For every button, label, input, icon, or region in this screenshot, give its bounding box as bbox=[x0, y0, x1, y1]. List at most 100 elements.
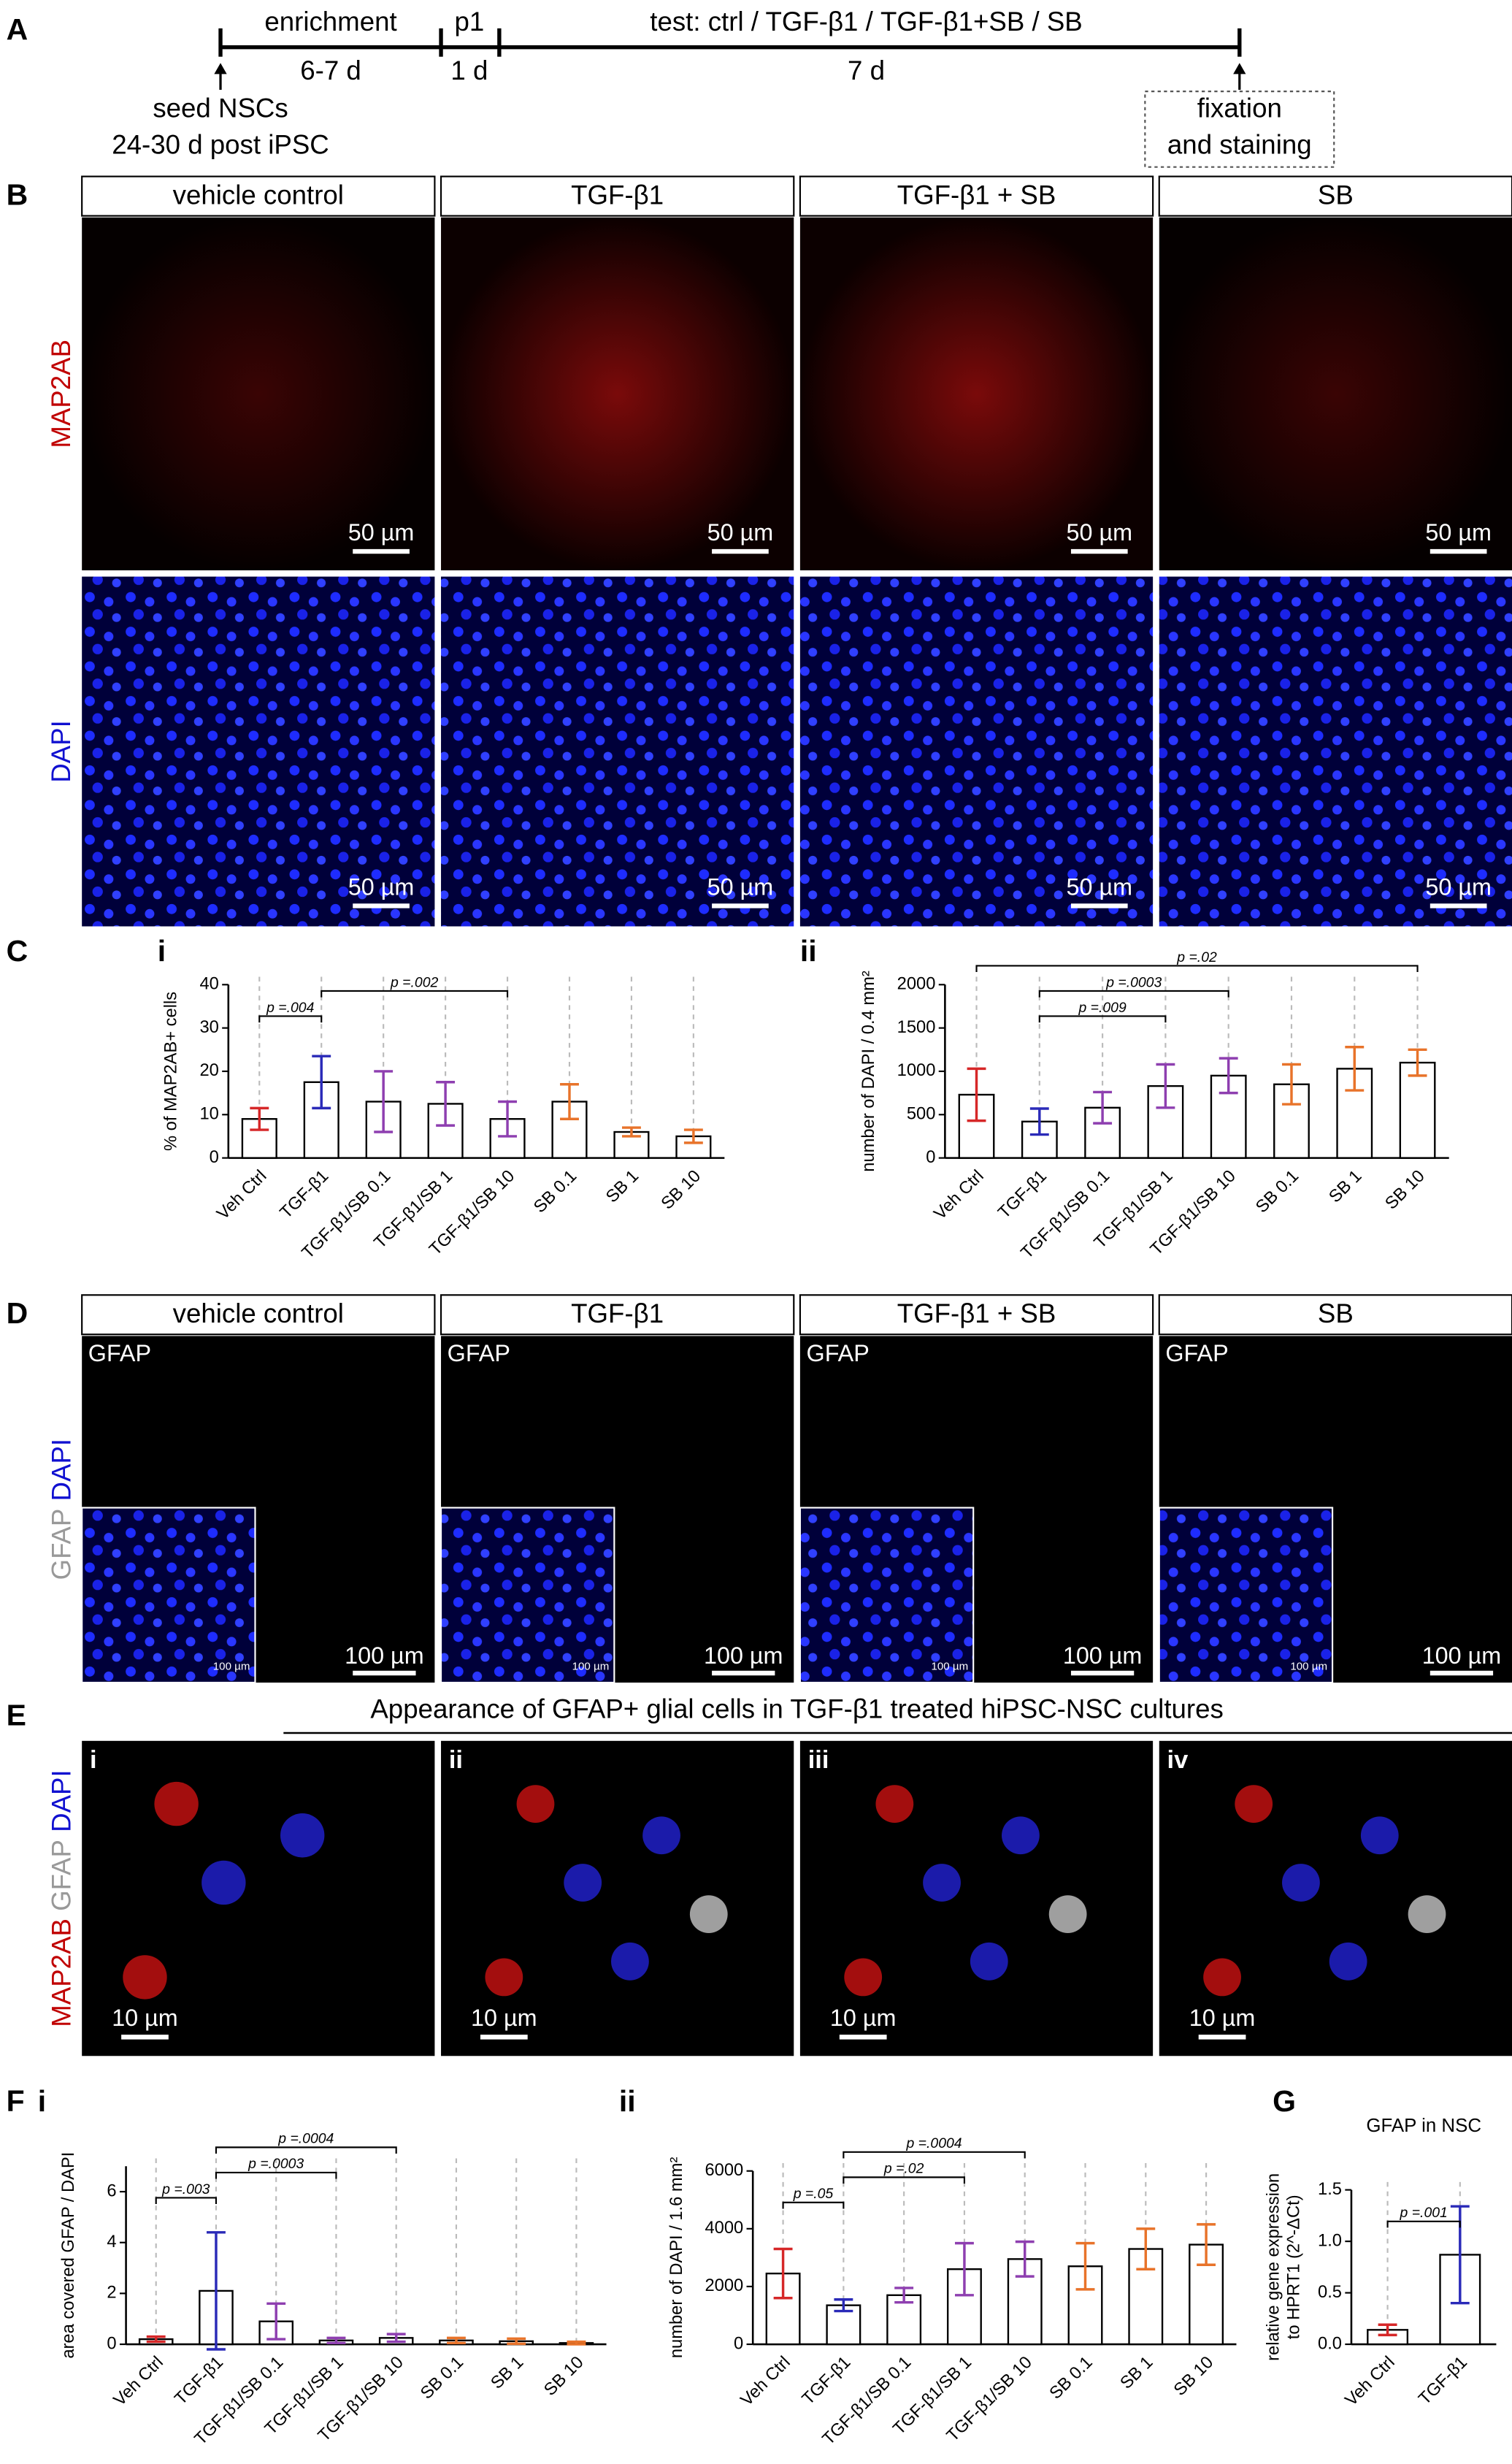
panel-index: iv bbox=[1167, 1746, 1189, 1774]
stage: enrichment bbox=[264, 7, 396, 37]
scale-label: 10 µm bbox=[1189, 2005, 1256, 2031]
micrographs: vehicle control 50 µm 50 µm TGF-β1 50 µm 50 µ… bbox=[81, 175, 1512, 2056]
scale-label: 50 µm bbox=[348, 873, 415, 900]
cell bbox=[1002, 1816, 1040, 1855]
header-box bbox=[440, 1294, 795, 1336]
dapi-image bbox=[1159, 576, 1512, 927]
sub-letter: ii bbox=[619, 2084, 636, 2118]
p-value: p =.02 bbox=[883, 2161, 924, 2177]
stage: test: ctrl / TGF-β1 / TGF-β1+SB / SB bbox=[650, 7, 1082, 37]
error-bar bbox=[1093, 1090, 1113, 1125]
header-box bbox=[799, 175, 1154, 217]
error-bar bbox=[326, 2336, 346, 2345]
x-tick-label: SB 10 bbox=[540, 2353, 587, 2400]
column-header: TGF-β1 bbox=[571, 1298, 664, 1328]
y-tick-label: 10 bbox=[199, 1105, 218, 1124]
error-bar bbox=[683, 1128, 703, 1144]
sub-letter: ii bbox=[800, 934, 817, 968]
significance-bracket bbox=[321, 990, 509, 998]
dapi-image bbox=[441, 576, 794, 927]
y-tick-label: 1.5 bbox=[1318, 2180, 1342, 2199]
p-value: p =.0004 bbox=[277, 2131, 334, 2147]
cell bbox=[280, 1813, 325, 1858]
dapi-image bbox=[82, 576, 435, 927]
y-tick-label: 500 bbox=[907, 1105, 936, 1124]
panel-letter: E bbox=[7, 1698, 26, 1732]
column-header: vehicle control bbox=[173, 1298, 344, 1328]
significance-bracket bbox=[843, 2176, 966, 2184]
scale-label: 10 µm bbox=[830, 2005, 897, 2031]
x-tick-label: SB 10 bbox=[1382, 1166, 1429, 1213]
error-bar bbox=[894, 2287, 914, 2304]
map2ab-image bbox=[799, 217, 1154, 570]
error-bar bbox=[567, 2340, 586, 2346]
error-bar bbox=[207, 2231, 226, 2351]
significance-bracket bbox=[782, 2201, 845, 2209]
y-tick-label: 2000 bbox=[897, 975, 936, 994]
header-box bbox=[440, 175, 795, 217]
error-bar bbox=[250, 1106, 269, 1131]
duration: 7 d bbox=[848, 56, 885, 85]
error-bar bbox=[146, 2335, 166, 2344]
row-label: DAPI bbox=[46, 720, 76, 783]
y-axis-label: number of DAPI / 0.4 mm² bbox=[859, 971, 878, 1172]
error-bar bbox=[1219, 1057, 1238, 1095]
inset bbox=[1158, 1507, 1334, 1684]
error-bar bbox=[1015, 2240, 1035, 2278]
merge-image bbox=[82, 1740, 435, 2056]
error-bar bbox=[1156, 1063, 1175, 1109]
scale-label: 50 µm bbox=[1067, 873, 1133, 900]
channel: GFAP bbox=[46, 1840, 76, 1911]
significance-bracket bbox=[155, 2197, 218, 2205]
duration: 1 d bbox=[450, 56, 488, 85]
cell bbox=[923, 1864, 961, 1902]
p-value: p =.001 bbox=[1400, 2205, 1448, 2221]
panel-letter: A bbox=[7, 12, 28, 46]
y-tick-label: 30 bbox=[199, 1018, 218, 1037]
end-label: and staining bbox=[1167, 129, 1312, 159]
channel-label: GFAP bbox=[1165, 1340, 1228, 1366]
cell bbox=[611, 1942, 649, 1981]
error-bar bbox=[312, 1055, 331, 1110]
y-tick-label: 1500 bbox=[897, 1018, 936, 1037]
y-axis-label: number of DAPI / 1.6 mm² bbox=[667, 2157, 686, 2359]
panel-index: iii bbox=[808, 1746, 829, 1774]
inset-scale-label: 100 µm bbox=[572, 1660, 610, 1672]
scale-label: 100 µm bbox=[345, 1642, 424, 1669]
x-tick-label: SB 1 bbox=[1117, 2353, 1157, 2393]
bar bbox=[1273, 1083, 1310, 1159]
merge-image bbox=[799, 1740, 1154, 2056]
inset-scale-label: 100 µm bbox=[932, 1660, 969, 1672]
y-tick-label: 0.5 bbox=[1318, 2283, 1342, 2302]
panel-letter: B bbox=[7, 177, 28, 211]
significance-bracket bbox=[1038, 1015, 1167, 1023]
y-tick-label: 2 bbox=[107, 2284, 116, 2303]
cell bbox=[844, 1958, 883, 1997]
error-bar bbox=[1408, 1048, 1427, 1077]
column-header: vehicle control bbox=[173, 180, 344, 210]
channel-label: GFAP bbox=[88, 1340, 151, 1366]
map2ab-image bbox=[82, 217, 435, 570]
p-value: p =.0004 bbox=[905, 2135, 962, 2151]
cell bbox=[689, 1895, 728, 1933]
scale-label: 50 µm bbox=[707, 519, 774, 546]
y-tick-label: 20 bbox=[199, 1061, 218, 1080]
scale-label: 100 µm bbox=[1063, 1642, 1143, 1669]
x-tick-label: SB 0.1 bbox=[1252, 1166, 1302, 1217]
x-tick-label: Veh Ctrl bbox=[737, 2353, 794, 2410]
y-axis-label: to HPRT1 (2^-ΔCt) bbox=[1285, 2195, 1304, 2339]
y-tick-label: 0 bbox=[107, 2334, 116, 2353]
p-value: p =.009 bbox=[1078, 1000, 1126, 1016]
error-bar bbox=[374, 1070, 394, 1133]
arrow-head bbox=[214, 63, 1246, 74]
y-tick-label: 1000 bbox=[897, 1061, 936, 1080]
scale-label: 50 µm bbox=[1425, 519, 1492, 546]
panel-letter: D bbox=[7, 1296, 28, 1330]
inset bbox=[81, 1507, 256, 1684]
cell bbox=[875, 1785, 914, 1823]
significance-bracket bbox=[975, 965, 1419, 973]
start-label: seed NSCs bbox=[153, 93, 288, 123]
cell bbox=[1048, 1895, 1087, 1933]
